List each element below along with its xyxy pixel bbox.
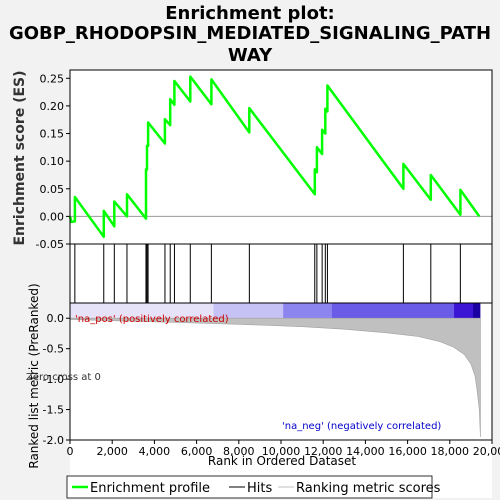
ranking-metric-area — [69, 317, 481, 438]
hits-panel — [69, 243, 493, 304]
enrichment-profile-line — [68, 75, 481, 239]
legend-label: Ranking metric scores — [296, 481, 441, 496]
xtick-label: 18,000 — [431, 445, 470, 458]
heat-band — [473, 303, 481, 319]
legend-box — [66, 475, 433, 499]
x-axis: 0 2,000 4,000 6,000 8,000 10,000 12,000 14,000 1… — [67, 440, 500, 458]
es-ytick-label: -0.05 — [36, 238, 64, 251]
xtick-label: 10,000 — [262, 445, 301, 458]
es-ytick-label: 0.10 — [40, 155, 65, 168]
metric-ytick-label: -1.0 — [43, 373, 64, 386]
es-ytick-label: 0.20 — [40, 100, 65, 113]
xtick-label: 14,000 — [346, 445, 385, 458]
legend: Enrichment profile Hits Ranking metric sco… — [66, 475, 441, 499]
annotation-zero-cross: Zero cross at 0 — [26, 372, 101, 383]
xtick-label: 12,000 — [304, 445, 343, 458]
es-ytick-label: 0.15 — [40, 128, 65, 141]
heat-band — [283, 303, 332, 319]
xtick-label: 2,000 — [96, 445, 128, 458]
annotation-positive: 'na_pos' (positively correlated) — [75, 314, 229, 325]
metric-panel: 0.0 -0.5 -1.0 -1.5 -2.0 — [43, 302, 493, 447]
heat-band — [70, 303, 214, 319]
x-axis-label: Rank in Ordered Dataset — [208, 454, 356, 468]
chart-title-line-2: GOBP_RHODOPSIN_MEDIATED_SIGNALING_PATH — [9, 23, 491, 44]
xtick-label: 20,000 — [473, 445, 500, 458]
es-ytick-label: 0.25 — [40, 72, 65, 85]
heat-band — [213, 303, 284, 319]
metric-ytick-label: -1.5 — [43, 404, 64, 417]
plot-area-background — [70, 70, 492, 498]
legend-label: Hits — [247, 481, 272, 496]
xtick-label: 4,000 — [139, 445, 171, 458]
metric-axis-label: Ranked list metric (PreRanked) — [27, 283, 41, 468]
metric-ytick-label: -0.5 — [43, 343, 64, 356]
xtick-label: 8,000 — [223, 445, 255, 458]
heat-band — [454, 303, 474, 319]
chart-title-line-1: Enrichment plot: — [165, 3, 335, 24]
es-axis-label: Enrichment score (ES) — [12, 70, 28, 245]
xtick-label: 16,000 — [388, 445, 427, 458]
chart-title-line-3: WAY — [228, 45, 273, 66]
metric-ytick-label: -2.0 — [43, 434, 64, 447]
xtick-label: 6,000 — [181, 445, 213, 458]
heat-band — [331, 303, 455, 319]
legend-label: Enrichment profile — [90, 481, 210, 496]
xtick-label: 0 — [67, 445, 74, 458]
annotation-negative: 'na_neg' (negatively correlated) — [282, 421, 441, 432]
es-ytick-label: 0.00 — [40, 210, 65, 223]
es-ytick-label: 0.05 — [40, 183, 65, 196]
metric-ytick-label: 0.0 — [47, 312, 65, 325]
